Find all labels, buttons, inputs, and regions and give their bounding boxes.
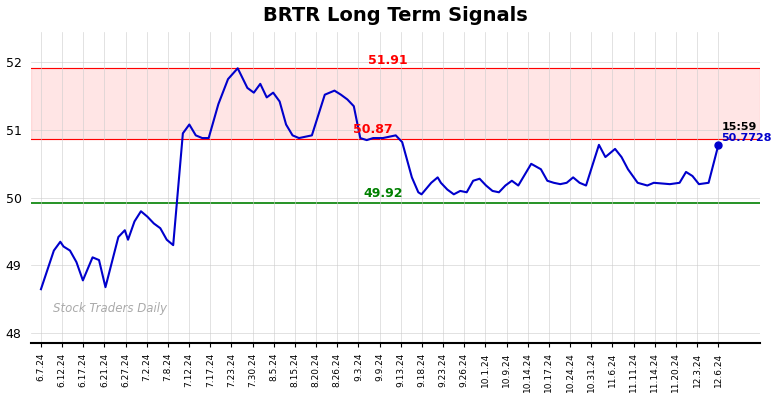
Text: 51.91: 51.91 <box>368 53 408 66</box>
Bar <box>31 68 760 139</box>
Text: 50.7728: 50.7728 <box>721 133 772 142</box>
Text: 15:59: 15:59 <box>721 123 757 133</box>
Text: 50.87: 50.87 <box>354 123 393 137</box>
Title: BRTR Long Term Signals: BRTR Long Term Signals <box>263 6 528 25</box>
Text: 49.92: 49.92 <box>363 187 403 200</box>
Point <box>712 142 724 148</box>
Text: Stock Traders Daily: Stock Traders Daily <box>53 302 167 315</box>
